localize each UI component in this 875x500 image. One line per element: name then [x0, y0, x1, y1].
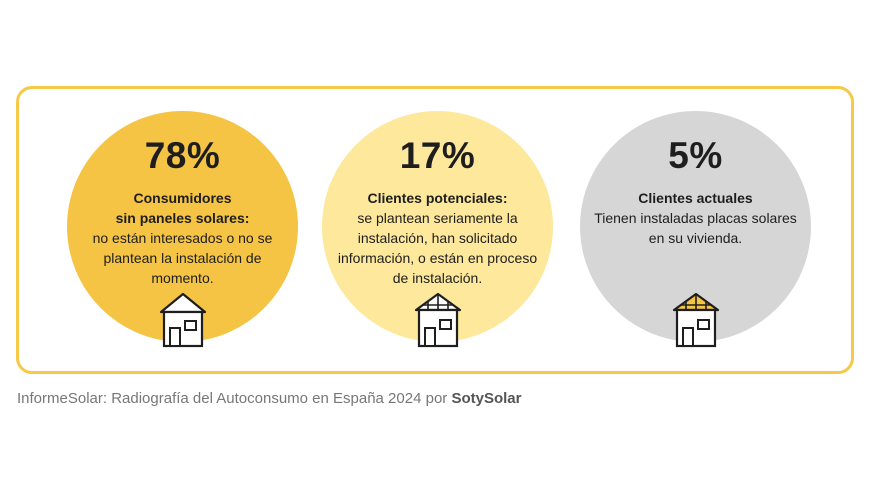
stat-body: no están interesados o no se plantean la… [92, 230, 273, 286]
stat-description: Clientes potenciales: se plantean seriam… [336, 188, 539, 288]
stat-title: Clientes actuales [638, 190, 753, 206]
stat-circle-clientes-actuales: 5% Clientes actuales Tienen instaladas p… [580, 111, 811, 348]
stat-percent: 78% [144, 135, 221, 176]
stat-percent: 17% [399, 135, 476, 176]
stat-description: Consumidores sin paneles solares: no est… [81, 188, 284, 288]
caption-brand: SotySolar [451, 390, 522, 407]
stat-circle-clientes-potenciales: 17% Clientes potenciales: se plantean se… [322, 111, 553, 348]
stat-description: Clientes actuales Tienen instaladas plac… [594, 188, 797, 248]
house-with-panels-outline-icon [414, 292, 461, 348]
stat-percent: 5% [668, 135, 723, 176]
stat-title: Clientes potenciales: [367, 190, 508, 206]
stat-body: Tienen instaladas placas solares en su v… [594, 210, 797, 246]
infographic-frame [16, 86, 854, 374]
stat-circle-consumidores: 78% Consumidores sin paneles solares: no… [67, 111, 298, 348]
house-with-solar-panels-icon [672, 292, 719, 348]
caption-text: InformeSolar: Radiografía del Autoconsum… [17, 390, 448, 407]
stat-body: se plantean seriamente la instalación, h… [337, 210, 538, 286]
source-caption: InformeSolar: Radiografía del Autoconsum… [17, 390, 521, 407]
stat-title: Consumidores [133, 190, 232, 206]
house-icon [159, 292, 206, 348]
stat-title-line2: sin paneles solares: [115, 210, 250, 226]
